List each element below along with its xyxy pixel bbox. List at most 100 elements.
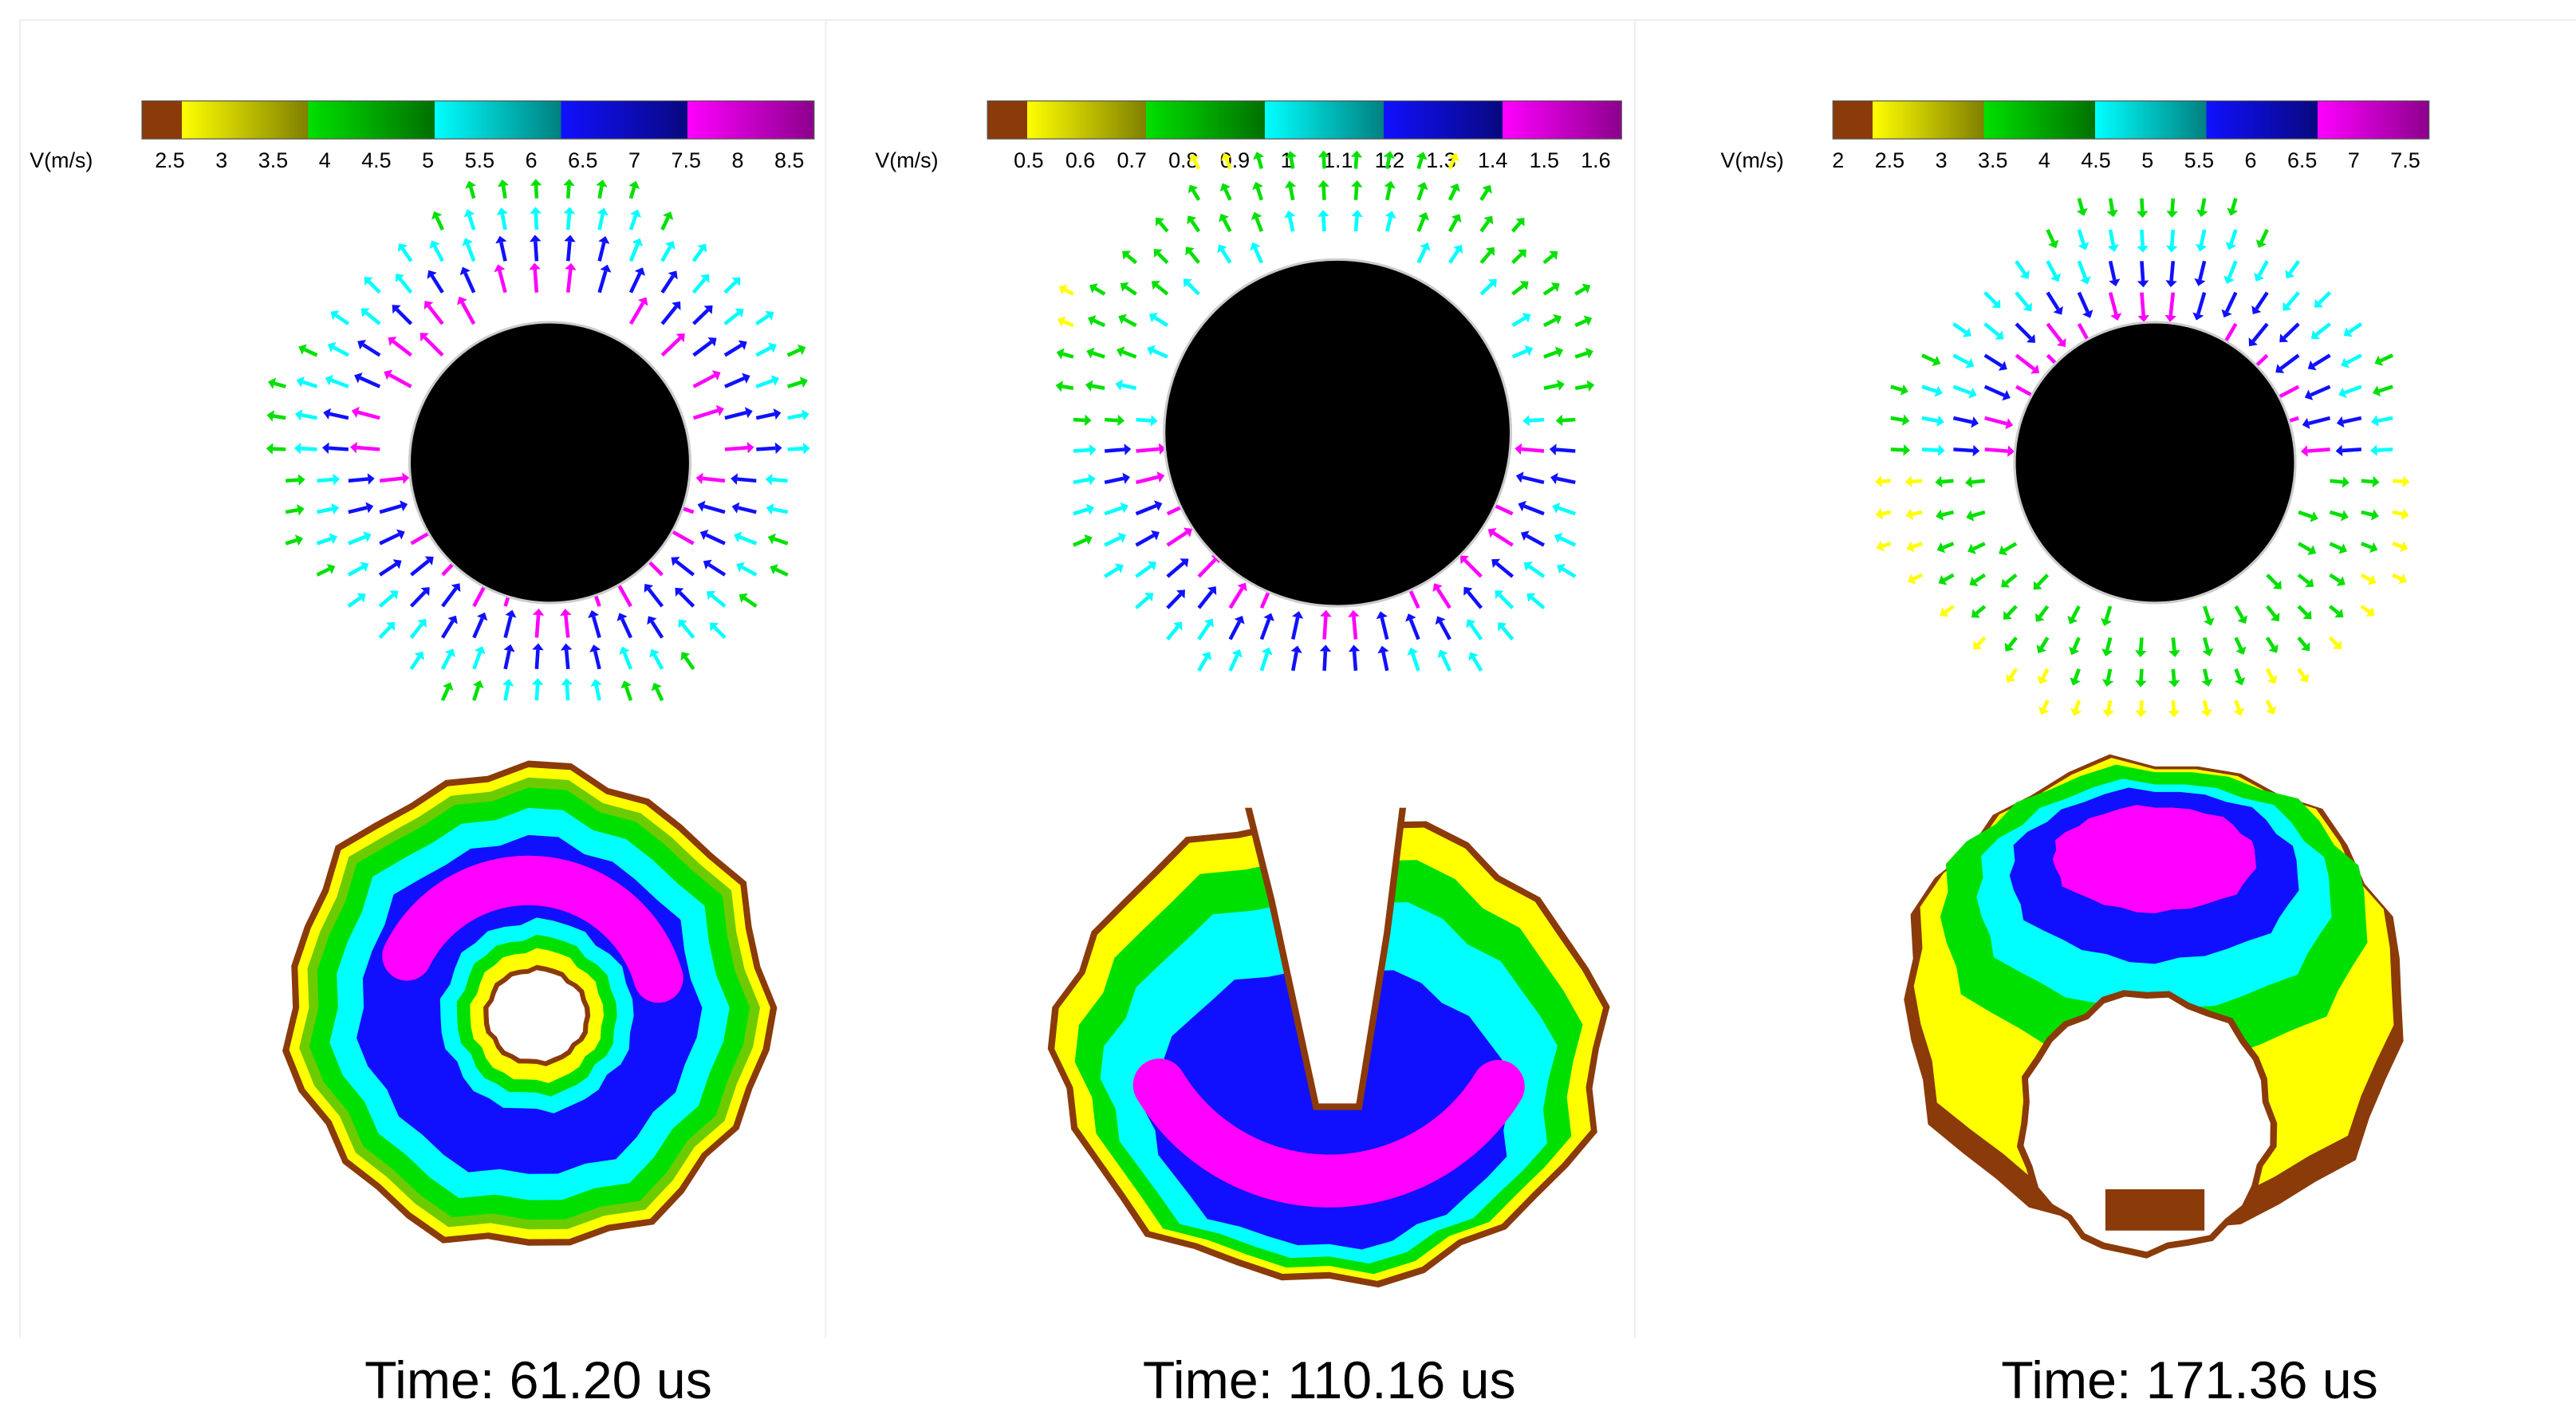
- vector-arrow: [739, 535, 758, 546]
- vector-arrow: [2108, 198, 2114, 211]
- arrow-head: [2023, 302, 2032, 312]
- vector-arrow: [1921, 384, 1937, 393]
- arrow-head: [1184, 527, 1192, 538]
- arrow-head: [1971, 609, 1980, 618]
- arrow-head: [529, 262, 541, 270]
- vector-arrow: [1197, 656, 1208, 672]
- arrow-head: [1089, 283, 1098, 294]
- arrow-head: [1154, 500, 1163, 511]
- vector-arrow: [1223, 188, 1232, 201]
- vector-arrow: [2074, 700, 2081, 711]
- arrow-head: [1908, 574, 1916, 585]
- vector-arrow: [660, 275, 675, 294]
- arrow-head: [395, 273, 405, 282]
- vector-arrow: [1093, 318, 1106, 328]
- vector-arrow: [1321, 187, 1326, 200]
- vector-arrow: [347, 596, 362, 608]
- arrow-head: [1495, 590, 1504, 600]
- vector-arrow: [2108, 229, 2116, 246]
- arrow-head: [2255, 239, 2267, 248]
- arrow-head: [563, 179, 575, 187]
- vector-arrow: [620, 617, 633, 639]
- vector-arrow: [1448, 249, 1460, 264]
- arrow-head: [1207, 586, 1217, 596]
- vector-arrow: [2312, 353, 2331, 367]
- vector-arrow: [1228, 654, 1239, 672]
- arrow-head: [1935, 475, 1943, 488]
- vector-arrow: [672, 530, 695, 546]
- vector-arrow: [2392, 542, 2403, 549]
- arrow-head: [1435, 616, 1446, 625]
- vector-arrow: [1166, 530, 1188, 547]
- arrow-head: [1903, 443, 1911, 456]
- arrow-head: [1968, 388, 1977, 399]
- vector-arrow: [466, 243, 476, 262]
- vector-arrow: [1542, 254, 1554, 265]
- arrow-head: [738, 340, 747, 350]
- vector-arrow: [597, 185, 604, 199]
- colorbar-tick-label: 4.5: [361, 148, 391, 172]
- arrow-head: [386, 621, 396, 631]
- arrow-head: [711, 370, 721, 381]
- vector-arrow: [2378, 384, 2393, 393]
- arrow-head: [2005, 418, 2014, 430]
- arrow-head: [644, 583, 654, 593]
- arrow-head: [715, 404, 724, 416]
- vector-arrow: [503, 616, 513, 638]
- vector-arrow: [1952, 353, 1970, 365]
- arrow-head: [628, 180, 640, 189]
- arrow-head: [502, 679, 514, 687]
- vector-arrow: [435, 216, 444, 231]
- arrow-head: [1117, 414, 1125, 427]
- vector-arrow: [650, 621, 664, 639]
- arrow-head: [1876, 540, 1885, 552]
- vector-arrow: [2140, 198, 2145, 211]
- arrow-head: [1088, 315, 1097, 326]
- arrow-head: [1550, 472, 1558, 485]
- arrow-head: [1969, 576, 1979, 586]
- arrow-head: [1552, 503, 1561, 514]
- vector-arrow: [2315, 322, 2331, 337]
- vector-arrow: [1073, 477, 1089, 485]
- colorbar-tick-label: 5: [422, 148, 434, 172]
- arrow-head: [365, 502, 374, 514]
- vector-arrow: [1574, 351, 1588, 359]
- arrow-head: [354, 372, 363, 384]
- vector-arrow: [1440, 654, 1451, 672]
- vector-arrow: [741, 566, 758, 577]
- arrow-head: [2030, 364, 2040, 374]
- arrow-head: [1581, 283, 1591, 294]
- vector-arrow: [1921, 447, 1939, 452]
- arrow-head: [695, 472, 703, 485]
- vector-arrow: [316, 537, 332, 546]
- contour-plot: [1904, 754, 2404, 1259]
- vector-arrow: [591, 616, 601, 639]
- arrow-head: [620, 680, 632, 689]
- arrow-head: [494, 264, 506, 273]
- arrow-head: [1150, 415, 1158, 427]
- arrow-head: [2266, 706, 2277, 715]
- arrow-head: [2336, 416, 2345, 428]
- vector-arrow: [1352, 616, 1358, 640]
- vector-arrow: [534, 684, 540, 701]
- arrow-head: [2251, 305, 2262, 315]
- vector-arrow: [1942, 542, 1955, 550]
- arrow-head: [2201, 678, 2213, 687]
- arrow-head: [802, 409, 809, 421]
- arrow-head: [2204, 617, 2215, 626]
- vector-arrow: [2310, 384, 2331, 397]
- arrow-head: [1147, 345, 1156, 356]
- vector-arrow: [423, 336, 444, 357]
- arrow-head: [647, 616, 657, 625]
- arrow-head: [1085, 380, 1093, 392]
- arrow-head: [1203, 618, 1214, 628]
- vector-arrow: [1501, 625, 1514, 641]
- vector-arrow: [2202, 637, 2210, 651]
- arrow-head: [465, 180, 477, 189]
- vector-arrow: [1259, 618, 1271, 641]
- vector-arrow: [1385, 216, 1392, 232]
- vector-arrow: [622, 652, 633, 670]
- bubble: [2013, 321, 2297, 605]
- vector-arrow: [565, 185, 571, 199]
- vector-arrow: [317, 477, 334, 483]
